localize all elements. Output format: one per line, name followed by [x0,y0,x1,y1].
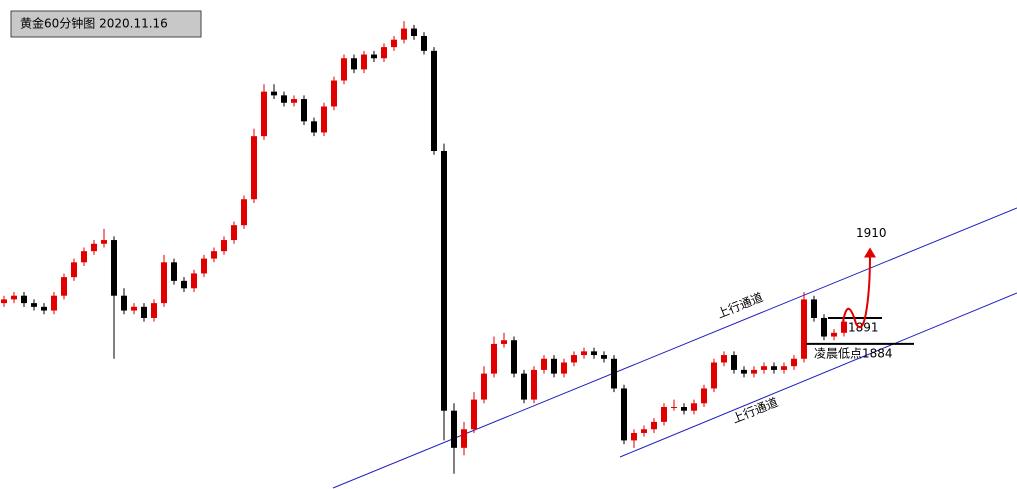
candle-body [441,151,447,411]
candle-body [531,369,537,400]
candle-body [371,54,377,59]
candle-body [111,240,117,296]
candle-body [431,50,437,152]
candle-body [831,332,837,337]
candle-body [671,407,677,409]
candle-body [321,106,327,133]
candle-body [271,91,277,96]
candle-body [501,340,507,344]
candle-body [451,410,457,448]
candle-body [581,351,587,356]
candle-body [81,251,87,263]
candle-body [791,358,797,367]
target-label: 1910 [856,226,887,240]
candle-body [661,407,667,422]
candle-body [161,262,167,304]
candle-body [741,369,747,374]
candle-body [491,343,497,374]
candle-body [551,358,557,374]
candle-body [521,373,527,400]
candle-body [471,399,477,430]
candle-body [731,355,737,370]
candle-body [91,243,97,252]
level-label: 凌晨低点1884 [814,346,893,360]
candle-body [141,306,147,318]
candle-body [351,58,357,70]
title-box [10,10,202,38]
candle-body [751,369,757,374]
candle-body [361,54,367,70]
candle-body [721,355,727,363]
candle-body [821,317,827,337]
candle-body [631,432,637,441]
candle-body [251,136,257,200]
candle-body [261,91,267,137]
candle-body [841,321,847,333]
candle-body [71,262,77,278]
candle-body [711,362,717,389]
candle-body [681,407,687,411]
candle-body [51,295,57,311]
candle-body [621,388,627,441]
candle-body [301,99,307,122]
candle-body [1,299,7,304]
candle-body [771,366,777,370]
candle-body [641,429,647,433]
candle-body [61,277,67,296]
candle-body [801,299,807,359]
candle-body [461,429,467,448]
candle-body [601,355,607,359]
candle-body [171,262,177,281]
candle-body [541,358,547,370]
candle-body [481,373,487,400]
candle-body [181,280,187,289]
candle-body [571,355,577,363]
candle-body [691,403,697,411]
channel-lower [619,292,1017,458]
candle-body [761,366,767,370]
candle-body [151,303,157,318]
candle-body [101,240,107,244]
candle-body [701,388,707,404]
candle-body [651,421,657,430]
candle-body [511,340,517,374]
candle-body [221,240,227,252]
arrow-head [864,247,876,258]
candle-body [781,366,787,370]
candle-body [21,295,27,304]
target-arrow [842,255,871,328]
candle-body [331,80,337,107]
candle-body [291,99,297,103]
candle-body [401,28,407,40]
candle-body [11,295,17,300]
candle-body [31,303,37,307]
candle-body [311,121,317,133]
candle-body [421,35,427,51]
candle-body [561,362,567,374]
candle-body [811,299,817,318]
candle-body [341,58,347,81]
candle-body [191,273,197,289]
candle-body [41,306,47,311]
candle-body [231,225,237,241]
candle-body [391,39,397,48]
candle-body [591,351,597,356]
candle-body [131,306,137,311]
candle-body [241,199,247,226]
candle-body [411,28,417,36]
candle-body [201,258,207,274]
candle-body [611,358,617,389]
candle-body [211,251,217,259]
candle-body [381,47,387,59]
channel-upper [332,207,1017,489]
chart-title: 黄金60分钟图 2020.11.16 [20,16,168,31]
candle-body [281,95,287,103]
candle-body [121,295,127,311]
